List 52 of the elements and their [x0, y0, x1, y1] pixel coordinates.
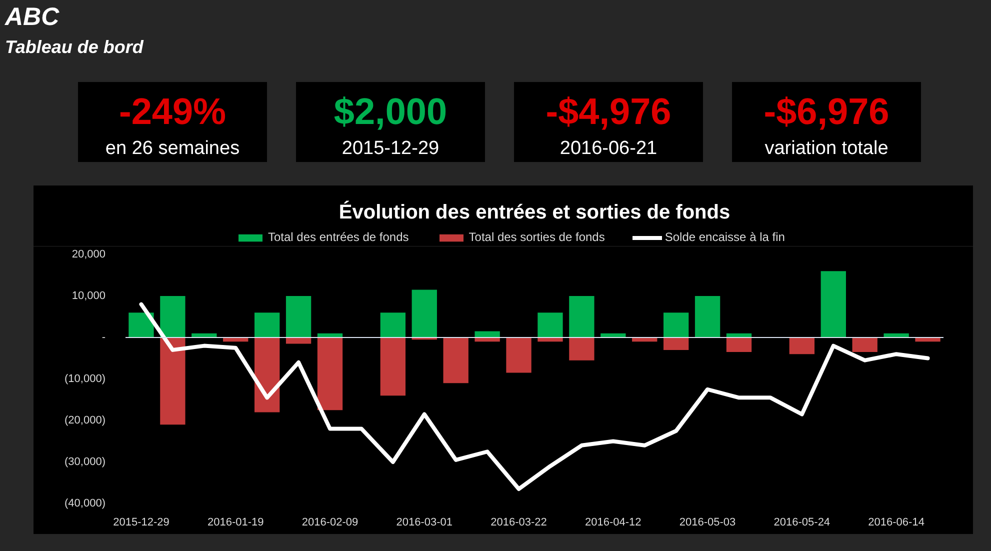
bar — [380, 312, 406, 338]
bar — [789, 338, 815, 354]
bar — [286, 296, 312, 338]
bar — [506, 338, 532, 373]
x-tick-label: 2016-05-24 — [774, 516, 830, 528]
bar — [254, 338, 280, 412]
x-tick-label: 2016-02-09 — [302, 516, 358, 528]
x-tick-label: 2016-04-12 — [585, 516, 642, 528]
text: Tableau de bord — [5, 36, 145, 58]
chart-title: Évolution des entrées et sorties de fonds — [338, 200, 730, 224]
x-tick-label: 2016-03-22 — [490, 516, 547, 528]
text: -$6,976 — [762, 91, 890, 132]
bar — [726, 338, 752, 352]
text: -249% — [118, 91, 227, 132]
text: $2,000 — [332, 91, 448, 132]
line-series — [139, 302, 930, 491]
bar — [852, 338, 878, 352]
x-tick-label: 2015-12-29 — [113, 516, 170, 528]
legend-label: Total des sorties de fonds — [468, 230, 605, 244]
x-tick-label: 2016-05-03 — [679, 516, 736, 528]
bar — [663, 312, 689, 338]
legend-label: Solde encaisse à la fin — [664, 230, 785, 244]
text: -$4,976 — [544, 91, 672, 132]
y-tick-label: (30,000) — [64, 456, 106, 468]
y-tick-label: (20,000) — [64, 414, 106, 426]
text: ABC — [5, 2, 60, 32]
x-tick-label: 2016-06-14 — [868, 516, 924, 528]
bar — [412, 290, 437, 338]
bar — [160, 338, 186, 425]
bar — [254, 312, 280, 338]
text: en 26 semaines — [104, 138, 241, 160]
y-tick-label: - — [102, 332, 106, 344]
bar — [538, 312, 563, 338]
bar — [160, 296, 186, 338]
x-tick-label: 2016-01-19 — [207, 516, 264, 528]
bar — [443, 338, 468, 384]
legend-label: Total des entrées de fonds — [268, 230, 409, 244]
y-tick-label: (40,000) — [64, 498, 106, 510]
bar — [569, 296, 594, 338]
text: 2016-06-21 — [558, 138, 658, 160]
y-tick-label: 20,000 — [72, 248, 106, 260]
bar — [820, 271, 846, 338]
x-tick-label: 2016-03-01 — [396, 516, 453, 528]
bar — [663, 338, 689, 350]
bar — [694, 296, 720, 338]
y-tick-label: (10,000) — [64, 373, 106, 385]
text: variation totale — [764, 138, 890, 160]
text: 2015-12-29 — [340, 138, 440, 160]
bar — [380, 338, 406, 396]
bar — [569, 338, 594, 360]
y-tick-label: 10,000 — [72, 290, 106, 302]
bar — [317, 338, 343, 410]
